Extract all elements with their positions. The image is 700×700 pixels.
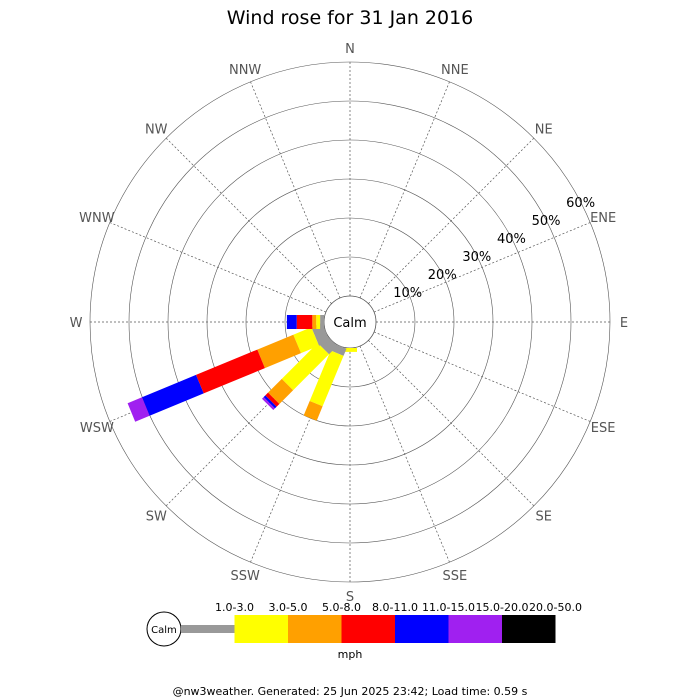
ring-label: 10%: [393, 286, 422, 301]
bar-segment-w: [286, 315, 297, 329]
legend-bin-label: 5.0-8.0: [322, 601, 361, 614]
direction-label: N: [345, 42, 355, 57]
spoke: [359, 79, 451, 299]
spoke: [373, 331, 593, 423]
legend-swatch: [288, 615, 342, 643]
ring-label: 50%: [532, 214, 561, 229]
calm-center: Calm: [326, 298, 374, 346]
legend-unit: mph: [338, 648, 363, 661]
direction-label: NNE: [441, 63, 469, 78]
grid: N NNE NE ENE E ESE SE SSE S SSW SW WSW W WNW NW NNW: [70, 42, 629, 605]
direction-label: SE: [536, 510, 552, 525]
calm-label: Calm: [333, 316, 366, 331]
bar-segment-wsw: [142, 374, 204, 416]
spoke: [107, 221, 327, 313]
bar-segment-sw: [265, 392, 280, 407]
bar-segment-sw: [263, 395, 277, 409]
direction-label: NNW: [229, 63, 261, 78]
bar-segment-sw: [281, 343, 329, 391]
legend-swatch: [395, 615, 449, 643]
legend-swatch: [181, 625, 235, 633]
spoke: [373, 221, 593, 313]
bar-segment-w: [320, 315, 324, 329]
direction-label: SW: [146, 510, 167, 525]
direction-label: ESE: [591, 421, 616, 436]
ring-label: 40%: [497, 232, 526, 247]
ring-label: 30%: [462, 250, 491, 265]
spoke: [368, 136, 536, 304]
legend-bin-label: 3.0-5.0: [269, 601, 308, 614]
spoke: [359, 345, 451, 565]
legend-swatch: [448, 615, 502, 643]
legend-bin-label: 15.0-20.0: [476, 601, 529, 614]
legend-bin-label: 20.0-50.0: [529, 601, 582, 614]
chart-title: Wind rose for 31 Jan 2016: [227, 7, 474, 29]
legend-calm-label: Calm: [151, 625, 177, 636]
legend-swatch: [234, 615, 288, 643]
direction-label: WNW: [79, 211, 115, 226]
direction-label: WSW: [80, 421, 114, 436]
bar-segment-s: [343, 348, 357, 352]
bar-segment-wsw: [127, 397, 150, 422]
direction-label: ENE: [590, 211, 616, 226]
bars: [127, 315, 357, 422]
grid-ring: [284, 256, 416, 388]
legend: Calm 1.0-3.0 3.0-5.0 5.0-8.0 8.0-11.0 11.0-1…: [146, 601, 582, 661]
ring-label: 20%: [428, 268, 457, 283]
direction-label: E: [620, 316, 628, 331]
bar-segment-wsw: [196, 349, 265, 394]
direction-label: NW: [145, 122, 168, 137]
spoke: [249, 79, 341, 299]
spoke: [164, 340, 332, 508]
bar-segment-wsw: [257, 334, 301, 369]
direction-label: SSW: [230, 569, 260, 584]
ring-labels: 10% 20% 30% 40% 50% 60%: [393, 196, 595, 301]
bar-segment-sw: [268, 378, 294, 404]
legend-swatch: [502, 615, 556, 643]
bar-segment-sw: [262, 397, 275, 410]
bar-segment-w: [296, 315, 313, 329]
bar-segment-ssw: [303, 401, 323, 421]
spoke: [249, 345, 341, 565]
legend-bin-label: 11.0-15.0: [422, 601, 475, 614]
direction-label: W: [70, 316, 83, 331]
direction-label: NE: [535, 122, 553, 137]
bar-segment-wsw: [293, 327, 319, 354]
direction-label: SSE: [442, 569, 467, 584]
spoke: [164, 136, 332, 304]
bar-segment-w: [312, 315, 317, 329]
ring-label: 60%: [566, 196, 595, 211]
legend-bin-label: 8.0-11.0: [372, 601, 418, 614]
bar-segment-ssw: [309, 350, 344, 407]
footer-text: @nw3weather. Generated: 25 Jun 2025 23:4…: [173, 685, 528, 698]
legend-bin-label: 1.0-3.0: [215, 601, 254, 614]
spoke: [368, 340, 536, 508]
direction-label: S: [346, 590, 354, 605]
bar-segment-w: [316, 315, 321, 329]
legend-swatch: [341, 615, 395, 643]
grid-ring: [128, 100, 572, 544]
